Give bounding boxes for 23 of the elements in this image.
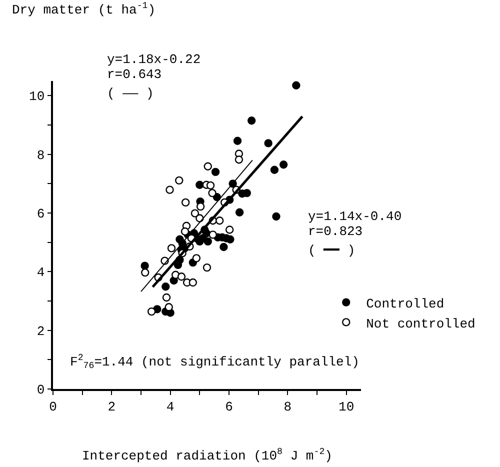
- y-tick-label: 8: [36, 148, 45, 163]
- y-tick-label: 6: [36, 206, 45, 222]
- x-tick-label: 8: [284, 399, 292, 414]
- y-tick-label: 4: [36, 265, 45, 280]
- x-tick-label: 6: [225, 399, 233, 414]
- y-tick-label: 2: [36, 324, 45, 339]
- annotation: ( ━━ ): [308, 243, 356, 258]
- x-tick-label: 0: [49, 399, 57, 414]
- text: y=1.18x-0.22: [107, 52, 201, 67]
- annotation: r=0.643: [107, 67, 162, 82]
- annotation: ( —— ): [107, 86, 154, 101]
- x-axis-title: Intercepted radiation (10$^{8}$ J m$^{-2}$): [82, 446, 332, 464]
- annotation: F$^{2}$$_{76}$=1.44 (not significantly parallel): [70, 352, 360, 372]
- x-tick-label: 4: [166, 399, 174, 414]
- x-tick-label: 2: [108, 399, 116, 414]
- x-tick-label: 10: [338, 399, 354, 414]
- y-axis-title: Dry matter (t ha$^{-1}$): [12, 0, 156, 18]
- legend-label: Not controlled: [366, 316, 476, 332]
- y-tick-label: 10: [29, 89, 45, 104]
- annotation: r=0.823: [308, 224, 363, 239]
- annotation: y=1.14x-0.40: [308, 209, 402, 224]
- y-tick-label: 0: [36, 382, 45, 398]
- legend-label: Controlled: [366, 296, 444, 312]
